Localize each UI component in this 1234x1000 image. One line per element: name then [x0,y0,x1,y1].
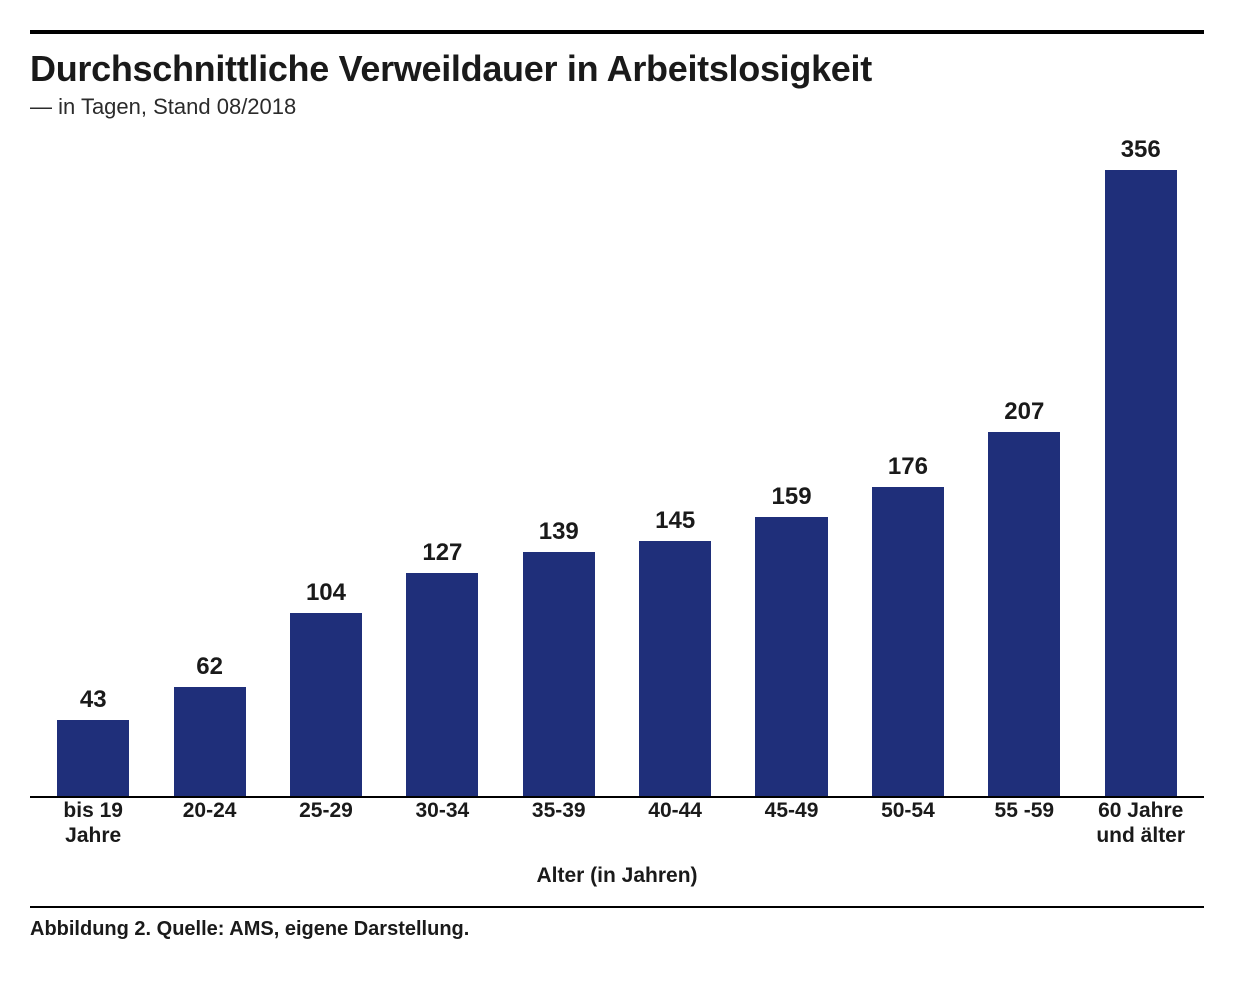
chart-area: 43 62 104 127 139 145 159 176 207 356 bis 19 Jahr… [30,128,1204,888]
category-label: 50-54 [850,790,966,848]
bar-value-label: 145 [655,507,695,535]
bar [174,687,246,796]
bar-value-label: 176 [888,453,928,481]
bar-value-label: 104 [306,579,346,607]
bar-slot: 62 [151,128,267,796]
bar-value-label: 139 [539,518,579,546]
bar-slot: 159 [733,128,849,796]
bar [290,613,362,796]
category-label: 40-44 [617,790,733,848]
bar [988,432,1060,796]
category-label: 55 -59 [966,790,1082,848]
bar-slot: 145 [617,128,733,796]
bar-slot: 43 [35,128,151,796]
category-label: 30-34 [384,790,500,848]
bar-slot: 356 [1083,128,1199,796]
bar [523,552,595,796]
bar [639,541,711,796]
bars-row: 43 62 104 127 139 145 159 176 207 356 [30,128,1204,796]
bar [406,573,478,796]
bar-value-label: 356 [1121,136,1161,164]
bar-slot: 127 [384,128,500,796]
chart-title: Durchschnittliche Verweildauer in Arbeit… [30,48,1204,90]
bar [1105,170,1177,796]
bar-value-label: 43 [80,686,107,714]
bar-value-label: 207 [1004,398,1044,426]
category-labels-row: bis 19 Jahre20-2425-2930-3435-3940-4445-… [30,790,1204,848]
bar [57,720,129,796]
bar-value-label: 159 [772,483,812,511]
category-label: 25-29 [268,790,384,848]
category-label: 60 Jahre und älter [1083,790,1199,848]
x-axis-title: Alter (in Jahren) [30,864,1204,888]
plot-area: 43 62 104 127 139 145 159 176 207 356 [30,128,1204,798]
bar-slot: 104 [268,128,384,796]
top-rule [30,30,1204,34]
bar-slot: 176 [850,128,966,796]
chart-caption: Abbildung 2. Quelle: AMS, eigene Darstel… [30,908,1204,941]
bar-slot: 207 [966,128,1082,796]
bar-value-label: 62 [196,653,223,681]
category-label: 20-24 [151,790,267,848]
chart-subtitle: — in Tagen, Stand 08/2018 [30,94,1204,120]
category-label: 45-49 [733,790,849,848]
category-label: bis 19 Jahre [35,790,151,848]
bar [872,487,944,796]
bar-slot: 139 [501,128,617,796]
category-label: 35-39 [501,790,617,848]
bar [755,517,827,797]
chart-figure: Durchschnittliche Verweildauer in Arbeit… [0,0,1234,1000]
bar-value-label: 127 [422,539,462,567]
